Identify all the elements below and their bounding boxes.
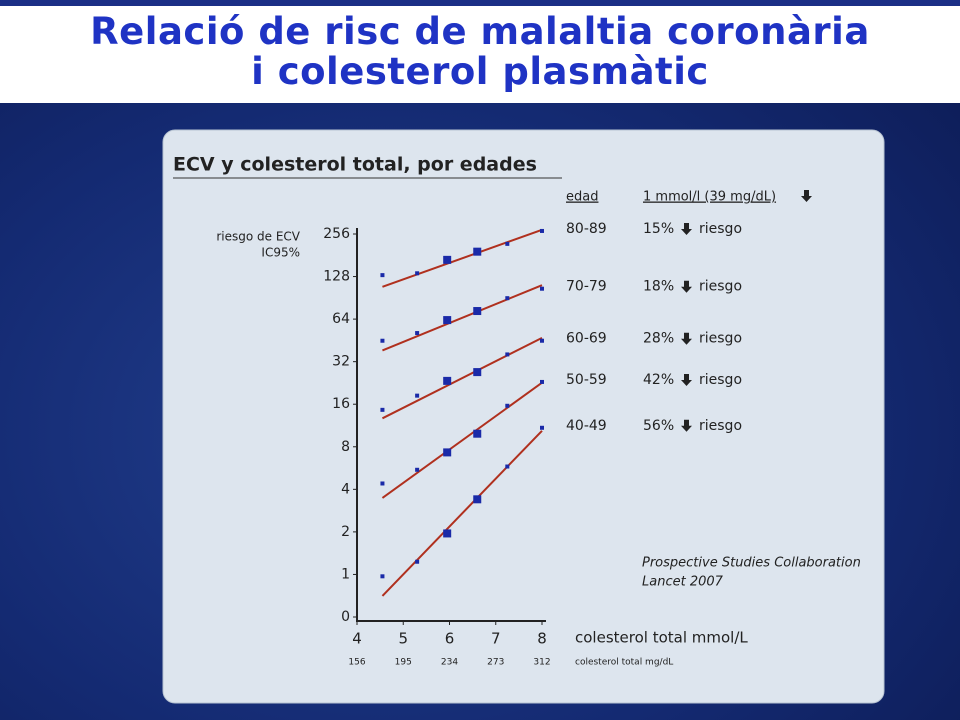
chart-panel (162, 129, 885, 704)
x2-tick-label: 273 (487, 658, 504, 668)
fit-line (382, 228, 543, 288)
fit-line (381, 430, 543, 597)
y-axis-label: riesgo de ECV (216, 230, 300, 244)
risk-reduction: 18% (643, 279, 674, 295)
point (443, 316, 452, 325)
slide-title: i colesterol plasmàtic (251, 50, 709, 93)
legend-header: 1 mmol/l (39 mg/dL) (643, 190, 776, 205)
legend-label: 70-79 (566, 279, 607, 295)
risk-word: riesgo (699, 221, 742, 237)
x2-tick-label: 156 (348, 658, 365, 668)
risk-reduction: 15% (643, 221, 674, 237)
slide-title: Relació de risc de malaltia coronària (90, 10, 870, 53)
risk-reduction: 28% (643, 331, 674, 347)
slide-header: Relació de risc de malaltia coronària i … (0, 0, 960, 103)
point (540, 379, 544, 384)
x2-axis-label: colesterol total mg/dL (575, 658, 673, 668)
point (415, 271, 420, 276)
x2-tick-label: 234 (441, 658, 458, 668)
x-tick-label: 8 (537, 630, 547, 648)
point (380, 407, 385, 412)
fit-line (382, 284, 543, 352)
point (443, 255, 452, 264)
point (380, 338, 385, 343)
source: Prospective Studies Collaboration (642, 556, 861, 571)
point (473, 307, 482, 316)
risk-word: riesgo (699, 331, 742, 347)
y-tick-label: 32 (332, 354, 350, 370)
x-tick-label: 6 (445, 630, 455, 648)
x-tick-label: 4 (352, 630, 362, 648)
x2-tick-label: 312 (533, 658, 550, 668)
risk-reduction: 42% (643, 372, 674, 388)
point (443, 448, 452, 457)
point (473, 429, 482, 438)
risk-word: riesgo (699, 418, 742, 434)
legend-label: 60-69 (566, 331, 607, 347)
point (473, 368, 482, 377)
point (443, 376, 452, 385)
point (505, 296, 510, 301)
y-tick-label: 64 (332, 311, 350, 327)
y-tick-label: 4 (341, 481, 350, 497)
down-arrow-icon (681, 419, 692, 432)
y-tick-label: 0 (341, 609, 350, 625)
y-axis-label: IC95% (261, 246, 300, 260)
point (415, 467, 420, 472)
down-arrow-icon (681, 280, 692, 293)
y-tick-label: 2 (341, 524, 350, 540)
y-tick-label: 8 (341, 439, 350, 455)
down-arrow-icon (681, 332, 692, 345)
point (540, 286, 544, 291)
x2-tick-label: 195 (395, 658, 412, 668)
point (505, 241, 510, 246)
point (505, 464, 510, 469)
source: Lancet 2007 (642, 575, 724, 590)
legend-header: edad (566, 190, 598, 205)
risk-reduction: 56% (643, 418, 674, 434)
y-tick-label: 1 (341, 566, 350, 582)
risk-word: riesgo (699, 279, 742, 295)
x-tick-label: 5 (398, 630, 408, 648)
point (415, 559, 420, 564)
chart-title: ECV y colesterol total, por edades (173, 154, 537, 176)
point (443, 529, 452, 538)
x-tick-label: 7 (491, 630, 501, 648)
x-axis-label: colesterol total mmol/L (575, 629, 748, 647)
point (380, 574, 385, 579)
legend-label: 80-89 (566, 221, 607, 237)
point (380, 481, 385, 486)
y-tick-label: 16 (332, 396, 350, 412)
legend-label: 50-59 (566, 372, 607, 388)
risk-word: riesgo (699, 372, 742, 388)
fit-line (381, 381, 543, 499)
point (505, 403, 510, 408)
point (380, 273, 385, 278)
y-tick-label: 256 (323, 226, 350, 242)
point (540, 228, 544, 233)
point (473, 495, 482, 504)
fit-line (381, 337, 543, 420)
down-arrow-icon (681, 222, 692, 235)
point (415, 331, 420, 336)
point (505, 352, 510, 357)
point (540, 425, 544, 430)
point (415, 393, 420, 398)
point (473, 247, 482, 256)
down-arrow-icon (801, 190, 812, 202)
y-tick-label: 128 (323, 269, 350, 285)
legend-label: 40-49 (566, 418, 607, 434)
point (540, 338, 544, 343)
down-arrow-icon (681, 373, 692, 386)
